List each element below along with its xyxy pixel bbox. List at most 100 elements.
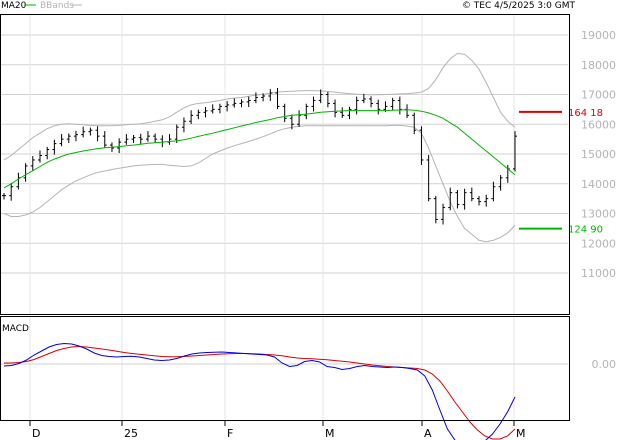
ohlc-bar [318,89,323,104]
ohlc-bar [455,189,460,209]
ohlc-bar [347,106,352,120]
ohlc-bar [311,96,316,112]
ohlc-bar [469,187,474,202]
ohlc-bar [131,134,136,143]
price-tick-label: 16000 [581,118,616,131]
level-label: 124 90 [568,225,603,236]
price-tick-label: 18000 [581,59,616,72]
ohlc-bar [117,138,122,154]
ohlc-bar [340,107,345,119]
ohlc-bar [181,117,186,133]
macd-panel: MACD 0.00 [0,316,617,440]
x-tick-label: 25 [124,427,138,440]
ohlc-bar [102,131,107,148]
ohlc-bar [95,126,100,142]
macd-tick-label: 0.00 [592,358,617,371]
ohlc-bar [124,134,129,145]
ohlc-bar [376,99,381,115]
level-annotations: 164 18 124 90 [519,108,603,236]
ohlc-bar [203,106,208,118]
ohlc-bar [81,126,86,138]
price-tick-label: 14000 [581,178,616,191]
price-axis-labels: 11000 12000 13000 14000 15000 16000 17000 18000… [581,29,616,280]
ohlc-bar [491,181,496,202]
bollinger-bands [3,52,516,243]
ohlc-bar [448,187,453,211]
ohlc-bar [282,103,287,123]
bband-upper-line [3,52,516,161]
level-label: 164 18 [568,108,603,119]
ohlc-bar [9,182,14,201]
ohlc-bar [498,175,503,191]
macd-title: MACD [2,324,29,334]
legend-bbands-label: BBands [40,1,74,11]
ohlc-bar [153,133,158,143]
price-tick-label: 15000 [581,148,616,161]
ohlc-bar [354,96,359,115]
ohlc-bar [412,112,417,135]
ohlc-bar [390,97,395,111]
ohlc-bar [369,96,374,108]
ohlc-bar [138,133,143,145]
chart-header: MA20 BBands © TEC 4/5/2025 3:0 GMT [1,1,575,11]
ohlc-bar [477,195,482,206]
x-tick-label: D [32,427,40,440]
ohlc-bar [268,89,273,102]
ohlc-bar [45,146,50,160]
ohlc-bar [405,104,410,119]
ohlc-bar [16,172,21,190]
ohlc-bar [325,91,330,108]
price-tick-label: 11000 [581,267,616,280]
ma20-polyline [3,109,516,189]
ohlc-bar [232,98,237,108]
ohlc-bar [160,135,165,148]
ohlc-bar [52,139,57,155]
ohlc-bar [23,163,28,182]
ohlc-bar [297,110,302,127]
ohlc-bar [304,103,309,120]
ohlc-bar [462,188,467,210]
ohlc-bar [196,109,201,120]
ohlc-bar [37,150,42,163]
macd-gridlines [1,317,568,420]
x-tick-label: A [424,427,432,440]
x-tick-label: M [325,427,335,440]
macd-axis-labels: 0.00 [592,358,617,371]
ohlc-bar [261,93,266,102]
ohlc-bar [433,195,438,224]
ohlc-bar [217,103,222,114]
ohlc-bar [361,93,366,104]
macd-signal-line [4,345,516,440]
ohlc-bar [397,96,402,115]
legend-ma20-label: MA20 [1,1,27,11]
ohlc-bar [2,192,6,200]
macd-main-line [3,342,516,440]
ohlc-bar [246,96,251,107]
ohlc-bar [73,130,78,142]
ohlc-bar [30,156,35,171]
macd-panel-frame [0,316,570,421]
ohlc-bar [145,131,150,142]
price-bars [2,87,517,225]
ohlc-bar [426,154,431,202]
ohlc-bar [66,133,71,143]
copyright-timestamp: © TEC 4/5/2025 3:0 GMT [462,1,576,11]
ma20-line [3,109,516,189]
ohlc-bar [253,92,258,104]
price-tick-label: 19000 [581,29,616,42]
ohlc-bar [59,134,64,147]
price-tick-label: 17000 [581,89,616,102]
ohlc-bar [419,126,424,166]
ohlc-bar [225,101,230,112]
x-tick-label: M [516,427,526,440]
ohlc-bar [484,194,489,207]
ohlc-bar [88,127,93,136]
ohlc-bar [333,99,338,118]
bband-lower-line [3,124,516,243]
ohlc-bar [167,134,172,145]
x-tick-label: F [227,427,233,440]
price-tick-label: 12000 [581,237,616,250]
price-panel-frame [0,14,570,315]
